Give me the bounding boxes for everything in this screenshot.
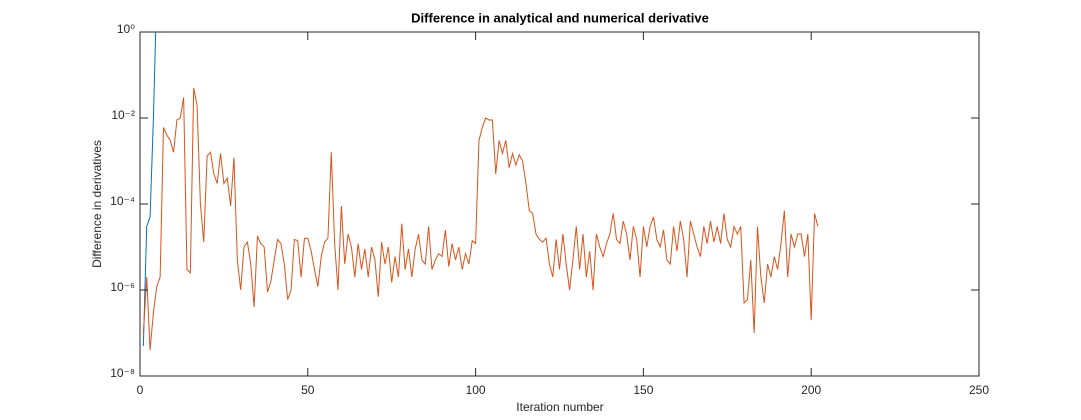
chart-title: Difference in analytical and numerical d…	[411, 10, 709, 25]
y-tick-label: 10⁻⁴	[110, 194, 135, 208]
series-line	[142, 32, 157, 346]
y-tick-label: 10⁰	[117, 22, 135, 36]
x-tick-label: 150	[633, 383, 653, 397]
x-tick-label: 50	[301, 383, 315, 397]
x-tick-label: 100	[466, 383, 486, 397]
y-tick-label: 10⁻²	[111, 108, 135, 122]
x-tick-label: 200	[801, 383, 821, 397]
series-line	[142, 87, 819, 351]
x-tick-label: 250	[969, 383, 989, 397]
y-axis-label: Difference in derivatives	[90, 140, 104, 268]
y-tick-label: 10⁻⁸	[110, 366, 135, 380]
x-axis-label: Iteration number	[516, 400, 603, 414]
x-tick-label: 0	[137, 383, 144, 397]
lines	[142, 32, 819, 351]
y-tick-label: 10⁻⁶	[110, 280, 135, 294]
plot-area	[139, 31, 980, 377]
